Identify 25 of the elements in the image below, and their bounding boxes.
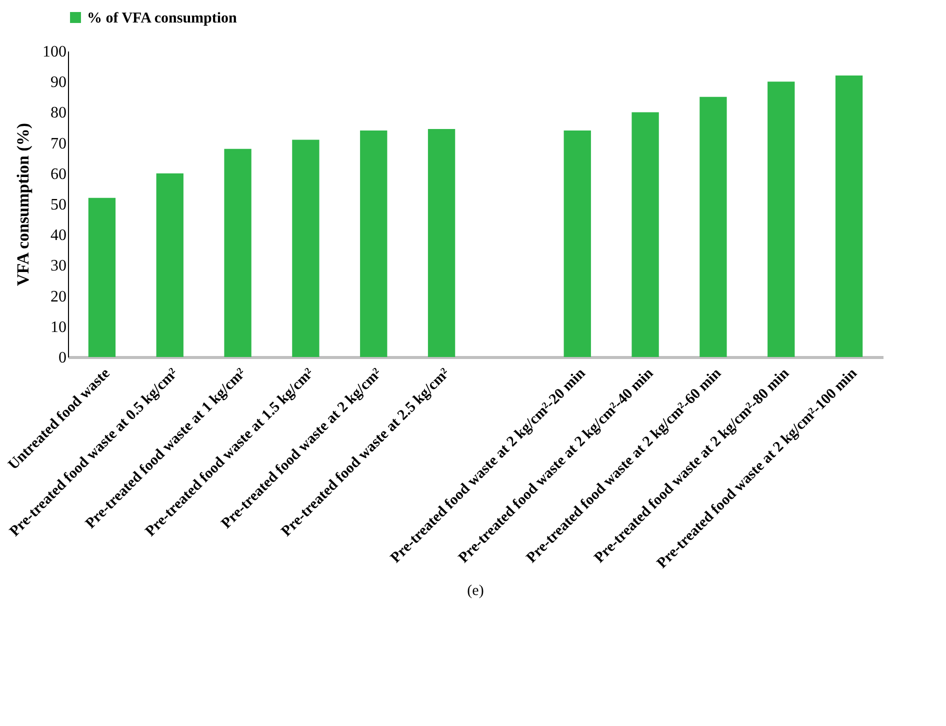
bar xyxy=(564,130,591,357)
y-tick-label: 90 xyxy=(50,74,66,92)
y-tick-label: 80 xyxy=(50,104,66,122)
bar xyxy=(360,130,388,357)
legend-label: % of VFA consumption xyxy=(87,10,238,26)
y-tick-label: 0 xyxy=(58,350,66,366)
bar xyxy=(88,198,116,357)
bar xyxy=(292,140,320,357)
text: (e) xyxy=(467,583,484,600)
y-tick-label: 20 xyxy=(50,288,66,306)
y-tick-label: 30 xyxy=(50,258,66,275)
y-tick-label: 10 xyxy=(50,318,66,336)
y-tick-label: 60 xyxy=(50,166,66,183)
y-tick-label: 100 xyxy=(42,44,66,60)
y-tick-label: 70 xyxy=(50,135,66,152)
bar xyxy=(700,96,727,357)
bar xyxy=(224,148,252,357)
y-tick-label: 50 xyxy=(50,196,66,214)
y-axis-title: VFA consumption (%) xyxy=(14,122,32,286)
bar xyxy=(156,173,184,357)
bar xyxy=(632,112,659,357)
bar xyxy=(428,129,456,357)
bar xyxy=(768,82,795,357)
bar xyxy=(835,75,863,357)
y-tick-label: 40 xyxy=(50,227,66,244)
